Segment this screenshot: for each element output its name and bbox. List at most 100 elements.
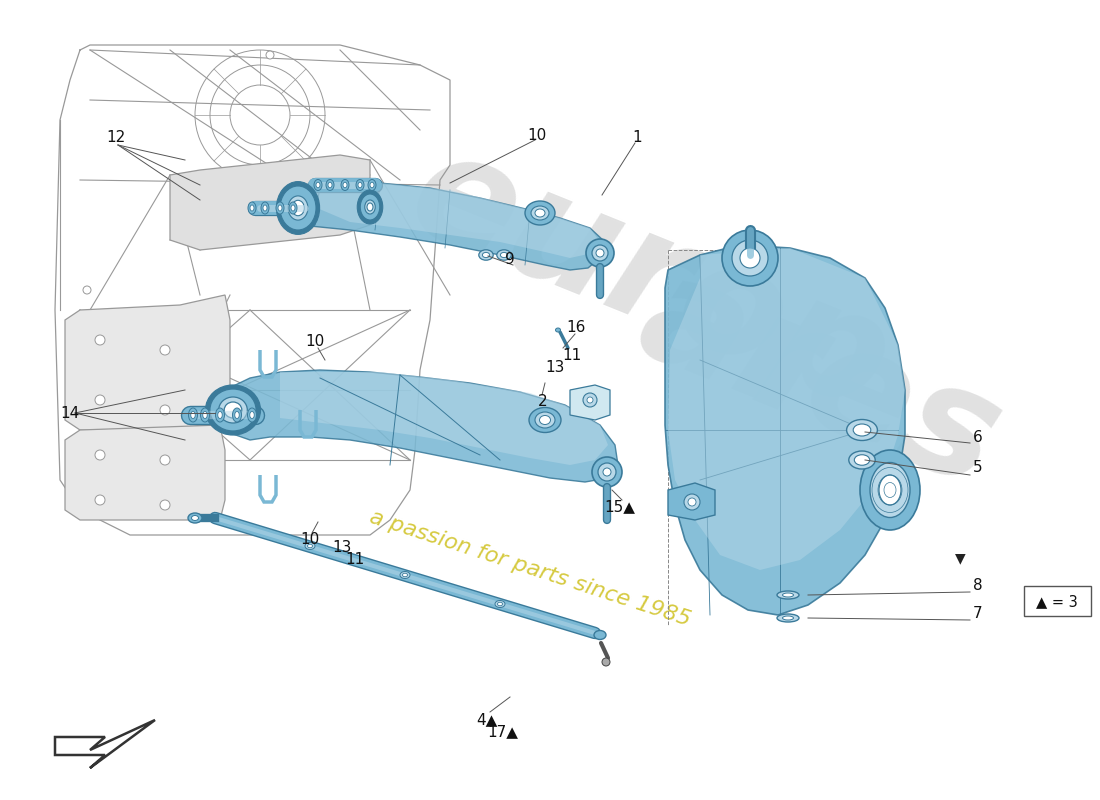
Ellipse shape	[248, 408, 256, 422]
Ellipse shape	[531, 206, 549, 220]
Text: 4▲: 4▲	[476, 713, 497, 727]
Ellipse shape	[879, 475, 901, 505]
Ellipse shape	[365, 200, 375, 214]
Ellipse shape	[261, 202, 270, 214]
Text: ▼: ▼	[955, 551, 966, 565]
Ellipse shape	[188, 408, 198, 422]
Polygon shape	[65, 425, 226, 520]
Circle shape	[732, 240, 768, 276]
Ellipse shape	[278, 205, 282, 211]
Circle shape	[266, 51, 274, 59]
Ellipse shape	[202, 411, 207, 418]
Circle shape	[160, 405, 170, 415]
Ellipse shape	[400, 571, 410, 578]
Polygon shape	[310, 183, 600, 258]
Circle shape	[160, 455, 170, 465]
Ellipse shape	[358, 190, 383, 224]
Text: a passion for parts since 1985: a passion for parts since 1985	[367, 506, 693, 630]
Ellipse shape	[855, 454, 870, 466]
Text: 9: 9	[505, 253, 515, 267]
Text: 6: 6	[974, 430, 982, 445]
Ellipse shape	[188, 513, 202, 523]
Polygon shape	[668, 248, 905, 570]
Ellipse shape	[314, 179, 322, 190]
Ellipse shape	[326, 179, 334, 190]
Text: 5: 5	[974, 461, 982, 475]
Text: 10: 10	[306, 334, 324, 350]
Ellipse shape	[219, 397, 248, 423]
Text: 14: 14	[60, 406, 79, 421]
Ellipse shape	[529, 407, 561, 433]
Ellipse shape	[292, 200, 305, 216]
Ellipse shape	[289, 202, 297, 214]
Circle shape	[740, 248, 760, 268]
Ellipse shape	[276, 202, 284, 214]
Circle shape	[587, 397, 593, 403]
Polygon shape	[218, 370, 618, 482]
Text: ▲ = 3: ▲ = 3	[1036, 594, 1078, 610]
Ellipse shape	[478, 250, 493, 260]
Ellipse shape	[594, 630, 606, 639]
Ellipse shape	[343, 182, 346, 188]
Text: 13: 13	[332, 541, 352, 555]
Text: 16: 16	[566, 321, 585, 335]
Polygon shape	[570, 385, 611, 420]
Circle shape	[95, 395, 104, 405]
Circle shape	[603, 468, 611, 476]
Ellipse shape	[276, 182, 320, 234]
Ellipse shape	[234, 411, 240, 418]
Ellipse shape	[292, 205, 295, 211]
Text: 10: 10	[300, 533, 320, 547]
Text: 11: 11	[345, 553, 364, 567]
Circle shape	[592, 457, 622, 487]
Ellipse shape	[308, 544, 312, 548]
Ellipse shape	[280, 186, 316, 230]
Circle shape	[592, 245, 608, 261]
Ellipse shape	[497, 602, 503, 606]
Text: 10: 10	[527, 127, 547, 142]
Circle shape	[722, 230, 778, 286]
Ellipse shape	[356, 179, 364, 190]
Ellipse shape	[218, 411, 222, 418]
Polygon shape	[65, 295, 230, 430]
Ellipse shape	[288, 196, 308, 220]
Ellipse shape	[368, 179, 376, 190]
Ellipse shape	[777, 614, 799, 622]
Text: 17▲: 17▲	[487, 725, 518, 739]
FancyBboxPatch shape	[1024, 586, 1091, 616]
Circle shape	[586, 239, 614, 267]
Text: 8: 8	[974, 578, 982, 593]
Ellipse shape	[497, 250, 512, 260]
Ellipse shape	[500, 253, 507, 258]
Ellipse shape	[849, 451, 876, 469]
Ellipse shape	[860, 450, 920, 530]
Ellipse shape	[535, 209, 544, 217]
Ellipse shape	[361, 194, 379, 220]
Text: 7: 7	[974, 606, 982, 621]
Ellipse shape	[191, 515, 198, 521]
Circle shape	[160, 345, 170, 355]
Ellipse shape	[556, 328, 561, 332]
Circle shape	[596, 249, 604, 257]
Text: ares: ares	[619, 241, 1021, 519]
Ellipse shape	[777, 591, 799, 599]
Ellipse shape	[367, 203, 373, 211]
Ellipse shape	[248, 202, 256, 214]
Circle shape	[583, 393, 597, 407]
Circle shape	[95, 495, 104, 505]
Text: 13: 13	[546, 361, 564, 375]
Ellipse shape	[403, 574, 407, 577]
Polygon shape	[285, 180, 605, 270]
Ellipse shape	[263, 205, 267, 211]
Text: 1: 1	[632, 130, 641, 146]
Polygon shape	[280, 372, 608, 465]
Circle shape	[602, 658, 610, 666]
Circle shape	[684, 494, 700, 510]
Circle shape	[95, 335, 104, 345]
Ellipse shape	[232, 408, 242, 422]
Ellipse shape	[250, 411, 254, 418]
Ellipse shape	[210, 389, 256, 431]
Text: 2: 2	[538, 394, 548, 410]
Ellipse shape	[535, 412, 556, 428]
Text: 12: 12	[107, 130, 125, 146]
